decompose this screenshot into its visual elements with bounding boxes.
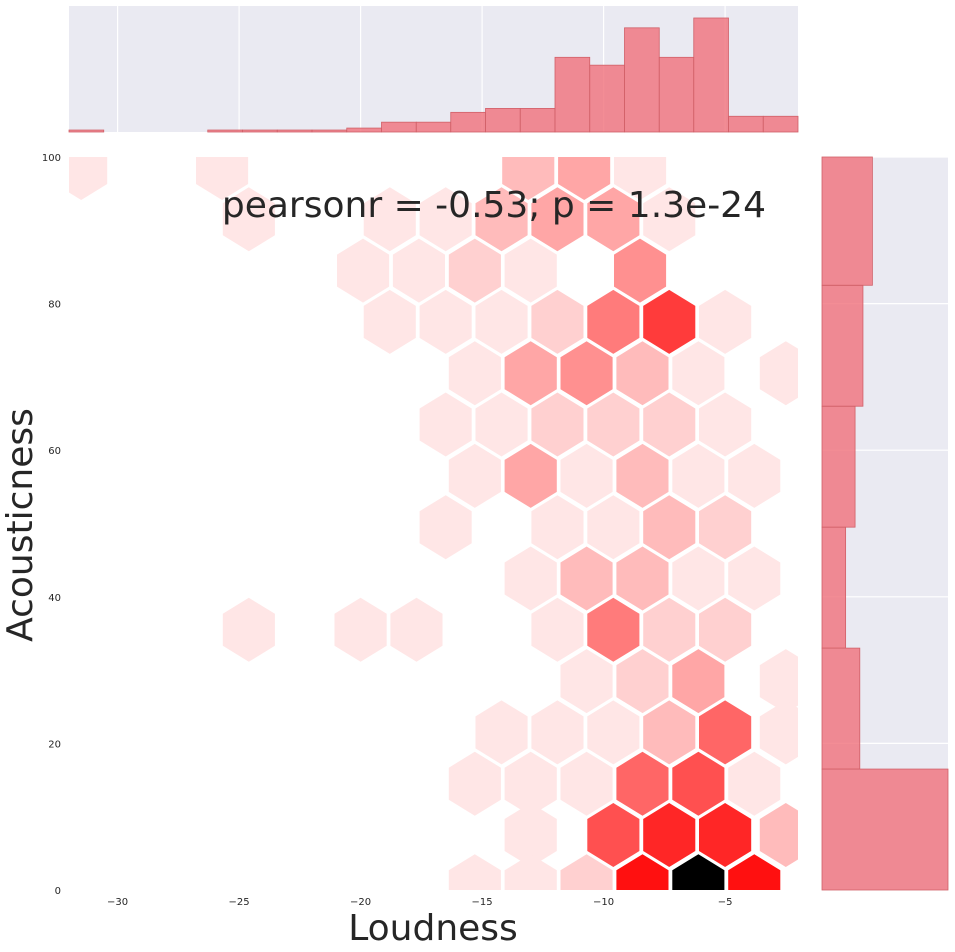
y-axis-label: Acousticness	[0, 408, 41, 642]
x-tick-label: −15	[472, 897, 493, 908]
y-marginal-bar	[822, 157, 872, 285]
x-marginal-bar	[208, 130, 243, 132]
y-marginal-bar	[822, 648, 860, 769]
x-marginal-bar	[729, 116, 764, 132]
x-marginal-bar	[416, 122, 451, 132]
hexbin-plot-area	[55, 136, 812, 918]
y-tick-label: 20	[48, 739, 61, 750]
y-tick-label: 0	[55, 886, 61, 897]
x-tick-labels: −30 −25 −20 −15 −10 −5	[107, 897, 732, 908]
y-marginal-bar	[822, 769, 948, 890]
x-marginal-bar	[69, 130, 104, 132]
x-marginal-bar	[590, 65, 625, 132]
x-marginal-bar	[763, 116, 798, 132]
x-marginal-bar	[312, 130, 347, 132]
y-marginal-bar	[822, 527, 846, 648]
x-marginal-bar	[694, 18, 729, 132]
x-tick-label: −25	[229, 897, 250, 908]
x-marginal-bar	[659, 57, 694, 132]
x-marginal-bar	[381, 122, 416, 132]
x-marginal-bar	[555, 57, 590, 132]
y-tick-label: 60	[48, 446, 61, 457]
x-tick-label: −10	[593, 897, 614, 908]
y-marginal-histogram	[822, 157, 948, 890]
x-tick-label: −20	[350, 897, 371, 908]
y-marginal-bar	[822, 285, 863, 406]
x-axis-label: Loudness	[348, 908, 518, 949]
y-tick-label: 40	[48, 593, 61, 604]
x-marginal-bar	[624, 28, 659, 132]
x-marginal-bar	[243, 130, 278, 132]
x-tick-label: −30	[107, 897, 128, 908]
x-marginal-histogram	[69, 6, 798, 132]
x-marginal-bar	[520, 108, 555, 132]
x-marginal-bar	[277, 130, 312, 132]
pearson-annotation: pearsonr = -0.53; p = 1.3e-24	[222, 185, 766, 226]
y-tick-label: 80	[48, 300, 61, 311]
y-tick-label: 100	[42, 153, 61, 164]
x-marginal-bar	[347, 128, 382, 132]
x-tick-label: −5	[718, 897, 733, 908]
y-tick-labels: 0 20 40 60 80 100	[42, 153, 61, 897]
y-marginal-bar	[822, 406, 855, 527]
x-marginal-bar	[451, 112, 486, 132]
x-marginal-bar	[486, 108, 521, 132]
